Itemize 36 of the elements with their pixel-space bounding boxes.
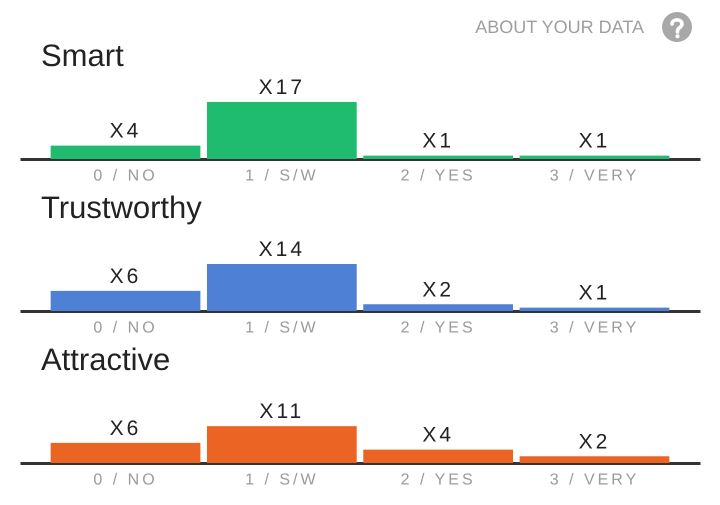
bar bbox=[520, 456, 670, 463]
text: ABOUT YOUR DATA bbox=[475, 17, 644, 37]
x-tick-label: 1 / S/W bbox=[245, 320, 319, 336]
x-tick-label: 3 / VERY bbox=[550, 472, 640, 488]
x-tick-label: 0 / NO bbox=[93, 320, 158, 336]
data-label: X11 bbox=[259, 400, 304, 424]
data-label: X4 bbox=[110, 120, 142, 143]
x-tick-label: 1 / S/W bbox=[245, 168, 319, 184]
data-label: X1 bbox=[422, 130, 454, 153]
data-label: X6 bbox=[110, 416, 142, 440]
data-label: X2 bbox=[578, 430, 610, 454]
data-label: X6 bbox=[110, 264, 142, 288]
chart-title: Smart bbox=[41, 38, 124, 73]
data-label: X4 bbox=[422, 424, 454, 447]
bar bbox=[206, 426, 357, 463]
bar bbox=[520, 308, 670, 311]
x-tick-label: 0 / NO bbox=[93, 168, 158, 184]
x-tick-label: 2 / YES bbox=[400, 472, 476, 488]
x-tick-label: 3 / VERY bbox=[550, 320, 640, 336]
chart-title: Attractive bbox=[41, 342, 170, 377]
chart-title: Trustworthy bbox=[41, 190, 202, 225]
x-tick-label: 3 / VERY bbox=[550, 168, 640, 184]
bar bbox=[50, 442, 200, 463]
x-tick-label: 2 / YES bbox=[400, 168, 476, 184]
data-label: X2 bbox=[422, 278, 454, 302]
bar bbox=[363, 450, 514, 463]
data-label: X1 bbox=[578, 130, 610, 153]
x-tick-label: 1 / S/W bbox=[245, 472, 319, 488]
x-tick-label: 0 / NO bbox=[93, 472, 158, 488]
bar bbox=[363, 304, 514, 311]
data-label: X1 bbox=[578, 282, 610, 305]
x-tick-label: 2 / YES bbox=[400, 320, 476, 336]
bar bbox=[50, 290, 200, 311]
data-label: X17 bbox=[258, 76, 306, 99]
bar bbox=[206, 264, 357, 311]
data-label: X14 bbox=[258, 238, 306, 262]
